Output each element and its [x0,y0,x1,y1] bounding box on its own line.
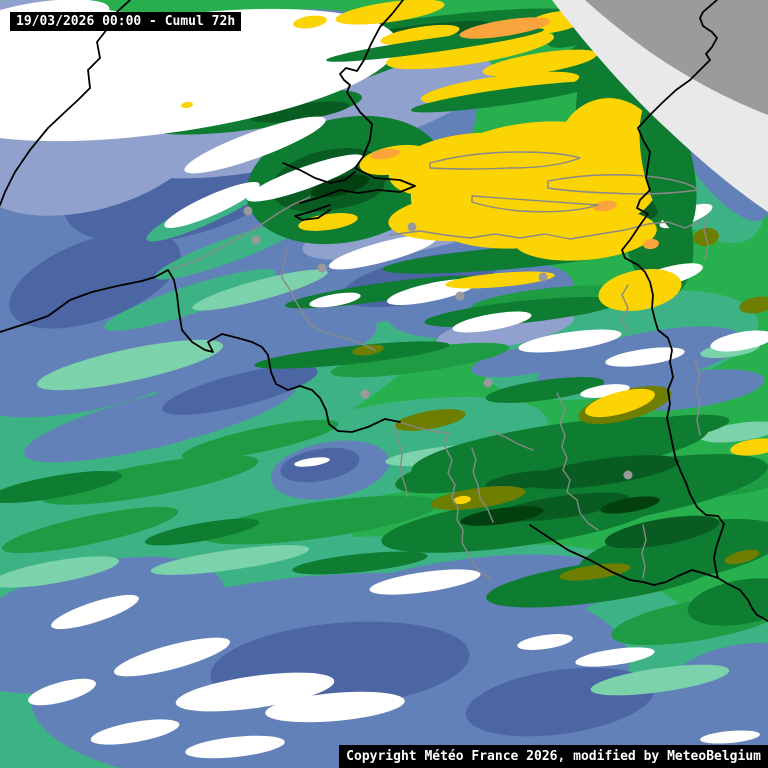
city-dot [623,470,633,480]
city-dot [538,272,548,282]
province-borders [169,151,709,581]
city-dot [243,206,253,216]
city-dot [251,235,261,245]
copyright-label: Copyright Météo France 2026, modified by… [339,745,768,768]
timestamp-label: 19/03/2026 00:00 - Cumul 72h [10,12,242,31]
no-data-corner [585,0,768,115]
city-dot [317,263,327,273]
darkest-green-layer [310,174,660,526]
coastline-borders [0,0,768,622]
city-dot [360,389,370,399]
orange-precipitation-layer [370,17,659,250]
city-markers [243,206,633,480]
city-dot [483,378,493,388]
city-dot [455,291,465,301]
city-dot [407,222,417,232]
